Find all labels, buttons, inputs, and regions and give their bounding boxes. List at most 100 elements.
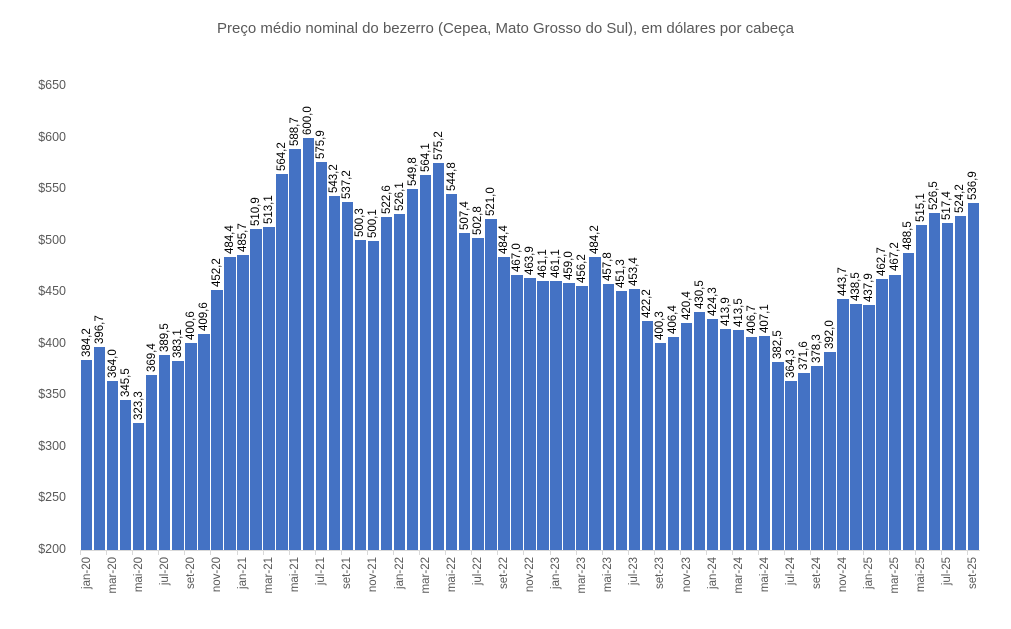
bar bbox=[354, 240, 367, 550]
bar bbox=[693, 312, 706, 550]
data-label: 413,9 bbox=[719, 297, 732, 327]
x-tick-mark bbox=[419, 550, 421, 555]
data-label: 564,1 bbox=[419, 142, 432, 172]
data-label: 345,5 bbox=[119, 368, 132, 397]
bar bbox=[889, 274, 901, 550]
bar bbox=[824, 352, 836, 550]
data-label: 407,1 bbox=[758, 304, 771, 334]
data-label: 575,9 bbox=[315, 130, 328, 160]
data-label: 564,2 bbox=[276, 142, 289, 172]
data-label: 406,7 bbox=[745, 305, 758, 334]
x-tick-mark bbox=[314, 550, 316, 555]
bar bbox=[341, 202, 354, 550]
x-tick-mark bbox=[732, 550, 734, 555]
data-label: 383,1 bbox=[171, 329, 184, 359]
data-label: 510,9 bbox=[250, 197, 263, 227]
x-tick-mark bbox=[784, 550, 786, 555]
data-label: 364,0 bbox=[106, 349, 119, 378]
bar bbox=[432, 163, 445, 550]
x-tick-mark bbox=[758, 550, 760, 555]
x-tick-label: nov-21 bbox=[367, 557, 380, 593]
bar bbox=[159, 354, 171, 550]
x-tick-mark bbox=[288, 550, 290, 555]
data-label: 384,2 bbox=[80, 328, 93, 358]
bar bbox=[406, 189, 419, 550]
x-tick-mark bbox=[653, 550, 655, 555]
bar bbox=[380, 217, 393, 550]
y-tick-label: $450 bbox=[38, 284, 66, 299]
bar bbox=[263, 227, 275, 550]
x-tick-mark bbox=[601, 550, 603, 555]
data-label: 420,4 bbox=[680, 290, 693, 320]
data-label: 457,8 bbox=[602, 252, 615, 282]
bar bbox=[419, 174, 432, 550]
bar bbox=[106, 380, 119, 550]
data-label: 443,7 bbox=[837, 266, 850, 296]
bar bbox=[641, 320, 654, 550]
y-tick-label: $500 bbox=[38, 232, 66, 247]
x-tick-label: jan-25 bbox=[863, 557, 876, 589]
bar bbox=[498, 256, 510, 550]
x-tick-mark bbox=[236, 550, 238, 555]
data-label: 392,0 bbox=[824, 320, 836, 350]
data-label: 537,2 bbox=[341, 170, 354, 200]
x-tick-label: mar-25 bbox=[889, 557, 902, 594]
x-tick-mark bbox=[132, 550, 134, 555]
data-label: 437,9 bbox=[863, 272, 876, 302]
bar bbox=[837, 298, 849, 550]
data-label: 526,1 bbox=[393, 181, 406, 211]
bar bbox=[746, 336, 758, 550]
bar bbox=[863, 304, 875, 550]
x-tick-label: mar-20 bbox=[106, 557, 119, 594]
data-label: 536,9 bbox=[967, 170, 980, 200]
data-label: 575,2 bbox=[432, 131, 445, 161]
x-tick-mark bbox=[549, 550, 551, 555]
bar bbox=[615, 290, 628, 550]
y-tick-label: $250 bbox=[38, 490, 66, 505]
data-label: 462,7 bbox=[876, 247, 889, 277]
bar bbox=[146, 375, 158, 550]
x-tick-mark bbox=[627, 550, 629, 555]
data-label: 382,5 bbox=[771, 330, 784, 359]
bar bbox=[954, 215, 967, 550]
data-label: 488,5 bbox=[902, 220, 915, 250]
x-tick-label: nov-22 bbox=[524, 557, 536, 593]
x-tick-label: nov-24 bbox=[837, 557, 850, 593]
x-tick-label: mai-22 bbox=[445, 557, 458, 593]
data-label: 521,0 bbox=[484, 187, 497, 216]
bar bbox=[732, 329, 745, 550]
x-tick-label: nov-23 bbox=[680, 557, 693, 593]
x-axis-line bbox=[80, 550, 980, 551]
x-tick-label: jul-21 bbox=[315, 557, 328, 586]
bar bbox=[706, 318, 719, 550]
data-label: 406,4 bbox=[667, 305, 680, 335]
data-label: 588,7 bbox=[289, 117, 302, 147]
bar bbox=[132, 422, 145, 550]
bar bbox=[628, 288, 641, 550]
plot-area bbox=[80, 86, 980, 550]
x-tick-label: jan-22 bbox=[393, 557, 406, 589]
data-label: 369,4 bbox=[145, 343, 158, 373]
x-tick-label: mai-21 bbox=[289, 557, 302, 593]
bar bbox=[850, 304, 862, 550]
x-tick-mark bbox=[471, 550, 473, 555]
x-tick-mark bbox=[888, 550, 890, 555]
x-tick-label: set-24 bbox=[810, 557, 823, 589]
x-tick-mark bbox=[966, 550, 968, 555]
y-tick-label: $350 bbox=[38, 387, 66, 402]
x-tick-mark bbox=[184, 550, 186, 555]
y-tick-label: $550 bbox=[38, 181, 66, 196]
x-tick-mark bbox=[106, 550, 108, 555]
y-tick-label: $400 bbox=[38, 335, 66, 350]
data-label: 524,2 bbox=[954, 183, 967, 213]
data-label: 484,4 bbox=[497, 224, 510, 254]
data-label: 485,7 bbox=[237, 223, 250, 253]
bar bbox=[680, 322, 693, 550]
y-tick-label: $650 bbox=[38, 78, 66, 92]
bar bbox=[250, 229, 262, 550]
x-tick-mark bbox=[445, 550, 447, 555]
x-tick-label: mai-23 bbox=[602, 557, 615, 593]
x-tick-label: set-22 bbox=[497, 557, 510, 589]
data-label: 507,4 bbox=[458, 201, 471, 231]
data-label: 500,3 bbox=[354, 208, 367, 238]
